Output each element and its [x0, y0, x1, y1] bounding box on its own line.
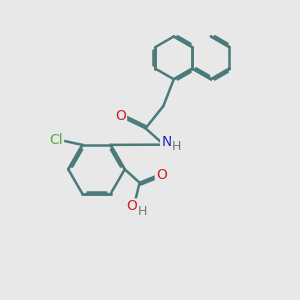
Text: O: O [126, 200, 137, 214]
Text: O: O [115, 109, 126, 122]
Text: H: H [138, 205, 147, 218]
Text: Cl: Cl [50, 133, 63, 147]
Text: O: O [156, 168, 167, 182]
Text: H: H [172, 140, 181, 153]
Text: N: N [161, 135, 172, 149]
